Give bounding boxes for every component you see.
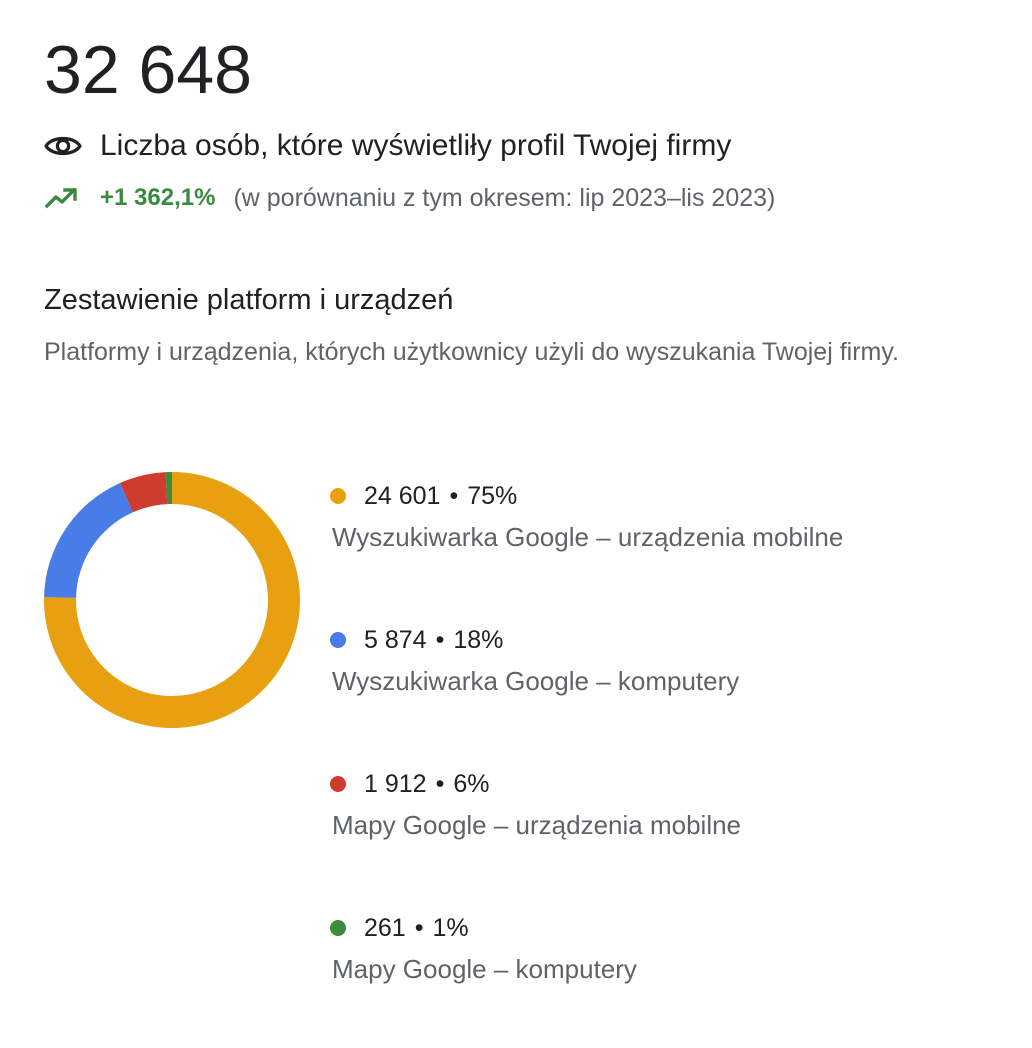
legend-separator: • [414,913,424,942]
legend-separator: • [435,769,445,798]
legend-percent: 75% [467,481,518,510]
legend-separator: • [435,625,445,654]
metric-row: Liczba osób, które wyświetliły profil Tw… [44,124,731,168]
legend-value: 24 601 [364,481,441,510]
legend-value-line: 261 • 1% [330,908,469,948]
change-percentage: +1 362,1% [100,184,216,211]
legend-percent: 1% [432,913,469,942]
legend-category-name: Mapy Google – urządzenia mobilne [332,810,742,840]
legend-value: 1 912 [364,769,427,798]
legend-category-name: Wyszukiwarka Google – komputery [332,666,740,696]
legend-item: 5 874 • 18% Wyszukiwarka Google – komputery [330,616,1010,760]
legend-value-line: 24 601 • 75% [330,476,517,516]
donut-slice-2 [44,483,134,598]
legend-color-dot [330,488,346,504]
donut-chart [44,472,300,728]
legend-value: 5 874 [364,625,427,654]
legend-percent: 6% [453,769,490,798]
legend-percent: 18% [453,625,504,654]
section-title: Zestawienie platform i urządzeń [44,284,454,316]
legend-value: 261 [364,913,406,942]
legend-item: 1 912 • 6% Mapy Google – urządzenia mobilne [330,760,1010,904]
trending-up-icon [44,178,84,218]
donut-slice-4 [165,472,172,505]
section-subtitle: Platformy i urządzenia, których użytkown… [44,338,899,366]
legend-value-line: 1 912 • 6% [330,764,489,804]
metric-label: Liczba osób, które wyświetliły profil Tw… [100,129,732,162]
legend-item: 261 • 1% Mapy Google – komputery [330,904,1010,1048]
legend-color-dot [330,776,346,792]
legend-item: 24 601 • 75% Wyszukiwarka Google – urządzen… [330,472,1010,616]
chart-legend: 24 601 • 75% Wyszukiwarka Google – urządzen… [330,472,1010,1048]
total-viewers-value: 32 648 [44,32,252,108]
eye-icon [44,126,84,166]
legend-category-name: Mapy Google – komputery [332,954,637,984]
legend-color-dot [330,920,346,936]
trend-row: +1 362,1% (w porównaniu z tym okresem: l… [44,176,775,220]
legend-category-name: Wyszukiwarka Google – urządzenia mobilne [332,522,844,552]
legend-separator: • [449,481,459,510]
legend-value-line: 5 874 • 18% [330,620,503,660]
comparison-period: (w porównaniu z tym okresem: lip 2023–li… [233,183,776,212]
legend-color-dot [330,632,346,648]
donut-slice-3 [120,472,168,513]
